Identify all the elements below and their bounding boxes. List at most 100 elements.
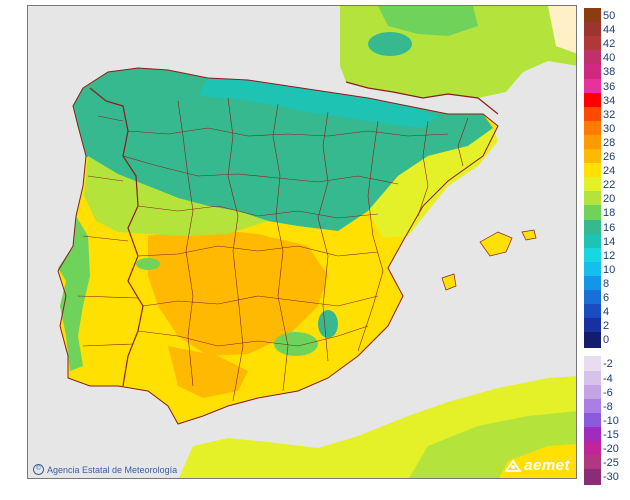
legend-swatch [584,412,601,429]
legend-swatch [584,304,601,321]
legend-label: -2 [603,358,613,371]
legend-label: 30 [603,122,616,135]
legend-row: -2 [584,356,624,373]
legend-label: 38 [603,66,616,79]
legend-label: 26 [603,151,616,163]
legend-row: 20 [584,191,624,208]
temperature-legend: 50 44 42 40 38 36 34 32 30 28 26 24 22 20 18 16 14 12 10 8 6… [584,8,624,486]
guadalquivir-warm [168,346,248,398]
legend-row: 16 [584,219,624,236]
cantabrian-mountains [198,78,438,128]
legend-row: 30 [584,120,624,137]
legend-label: 32 [603,108,616,121]
legend-swatch [584,455,601,472]
legend-label: 50 [603,10,616,22]
legend-swatch [584,134,601,151]
legend-label: -15 [603,428,619,441]
legend-swatch [584,22,601,39]
legend-swatch [584,106,601,123]
legend-label: 10 [603,263,616,276]
legend-row: -4 [584,370,624,387]
france-edge [548,6,576,54]
legend-row: 50 [584,8,624,24]
legend-swatch [584,149,601,165]
legend-row: -15 [584,426,624,443]
legend-label: 40 [603,52,616,65]
legend-row: 14 [584,233,624,250]
legend-swatch [584,233,601,250]
legend-swatch [584,384,601,401]
legend-label: 20 [603,193,616,206]
sierra-cazorla-cool [318,310,338,338]
legend-row: -10 [584,412,624,429]
ibiza [441,273,457,291]
legend-swatch [584,50,601,67]
africa-warm-zone [499,444,576,478]
legend-row: 28 [584,134,624,151]
legend-row: 8 [584,275,624,292]
legend-row: 6 [584,290,624,306]
legend-label: -6 [603,386,613,399]
legend-label: 8 [603,277,610,290]
pyrenees-border [345,81,499,115]
legend-label: -8 [603,400,613,413]
agency-credit: © Agencia Estatal de Meteorología [33,464,177,475]
aemet-logo: aemet [504,457,570,474]
legend-row: 34 [584,92,624,109]
legend-label: 6 [603,292,610,304]
legend-swatch [584,8,601,24]
legend-row: -20 [584,441,624,457]
legend-row: 18 [584,205,624,222]
legend-label: 4 [603,306,610,319]
legend-label: -30 [603,471,619,484]
legend-row: 40 [584,50,624,67]
legend-swatch [584,370,601,387]
legend-label: 2 [603,320,610,333]
legend-label: 36 [603,80,616,93]
sierra-gata-cool [136,258,160,270]
legend-row: -6 [584,384,624,401]
france-landmass [340,6,576,98]
france-cool-spot [368,32,412,56]
legend-row: 44 [584,22,624,39]
iberia-map-graphic [28,6,576,478]
legend-row: 38 [584,64,624,81]
copyright-icon: © [33,464,44,475]
legend-row: 42 [584,36,624,53]
legend-row: 22 [584,177,624,194]
legend-label: 12 [603,249,616,262]
legend-swatch [584,469,601,486]
sierra-nevada-cool [274,332,318,356]
legend-row: 2 [584,318,624,335]
legend-swatch [584,356,601,373]
west-coast-cool [58,216,90,371]
legend-label: -10 [603,414,619,427]
legend-label: 44 [603,24,616,37]
legend-swatch [584,120,601,137]
credit-text: Agencia Estatal de Meteorología [47,464,178,475]
legend-label: 22 [603,179,616,192]
legend-label: 34 [603,94,616,107]
legend-row: -25 [584,455,624,472]
legend-label: 28 [603,136,616,149]
legend-swatch [584,219,601,236]
ebro-valley [368,128,498,238]
legend-row: 36 [584,78,624,95]
legend-swatch [584,78,601,95]
legend-swatch [584,426,601,443]
legend-swatch [584,191,601,208]
transition-zone [84,156,268,236]
legend-swatch [584,205,601,222]
legend-swatch [584,92,601,109]
logo-text: aemet [524,457,570,474]
legend-swatch [584,261,601,278]
aemet-logo-icon [504,458,522,473]
legend-row: -30 [584,469,624,486]
legend-swatch [584,163,601,180]
legend-row: 10 [584,261,624,278]
legend-swatch [584,441,601,457]
legend-swatch [584,247,601,264]
legend-swatch [584,332,601,349]
province-borders [77,97,469,402]
legend-label: -25 [603,457,619,470]
